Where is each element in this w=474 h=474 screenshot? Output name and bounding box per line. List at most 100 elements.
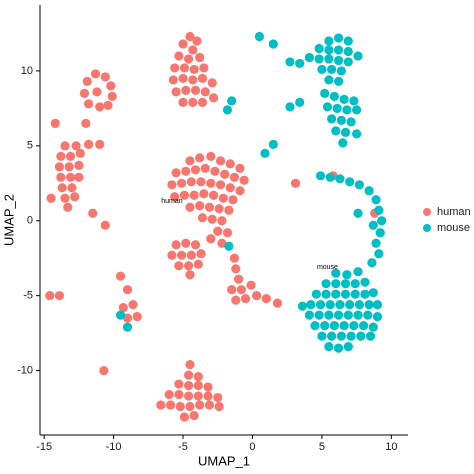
point xyxy=(207,214,217,224)
point xyxy=(333,55,344,66)
point xyxy=(335,300,345,310)
point xyxy=(314,310,324,320)
point xyxy=(304,52,315,63)
point xyxy=(217,238,227,248)
points xyxy=(45,31,387,422)
point xyxy=(189,410,199,421)
point xyxy=(185,270,195,280)
point xyxy=(193,371,203,382)
point xyxy=(196,177,206,187)
point xyxy=(115,271,126,281)
point xyxy=(210,166,220,176)
point xyxy=(364,186,374,196)
point xyxy=(343,57,353,67)
point xyxy=(353,208,363,218)
point xyxy=(365,331,376,341)
point xyxy=(179,190,190,200)
point xyxy=(246,280,256,290)
point xyxy=(340,289,351,299)
point xyxy=(322,102,333,112)
point xyxy=(185,156,195,166)
x-axis-title: UMAP_1 xyxy=(198,453,250,468)
point xyxy=(339,94,349,104)
point xyxy=(325,300,335,310)
point xyxy=(46,193,56,203)
point xyxy=(368,288,378,298)
point xyxy=(324,36,334,46)
point xyxy=(331,279,341,289)
point xyxy=(181,166,191,176)
point xyxy=(90,69,101,79)
point xyxy=(164,389,174,400)
y-axis-title: UMAP_2 xyxy=(1,194,16,246)
point xyxy=(335,174,345,184)
legend-label: human xyxy=(437,206,471,218)
point xyxy=(185,359,195,370)
point xyxy=(203,391,213,401)
point xyxy=(320,321,330,331)
point xyxy=(222,105,233,115)
point xyxy=(352,129,362,139)
point xyxy=(195,400,205,410)
point xyxy=(183,54,194,64)
point xyxy=(233,274,244,284)
y-tick-label: 5 xyxy=(27,140,33,152)
point xyxy=(374,205,384,215)
point xyxy=(65,172,76,182)
point xyxy=(195,153,205,163)
point xyxy=(207,78,217,88)
point xyxy=(377,216,387,226)
point xyxy=(227,96,237,106)
point xyxy=(132,312,142,322)
point xyxy=(285,102,295,112)
point xyxy=(199,63,209,73)
point xyxy=(92,87,102,97)
point xyxy=(71,141,81,151)
point xyxy=(106,81,116,91)
point xyxy=(196,249,206,259)
point xyxy=(183,380,194,391)
point xyxy=(214,401,224,412)
point xyxy=(317,331,327,341)
point xyxy=(204,400,215,410)
point xyxy=(188,97,198,107)
point xyxy=(311,289,321,299)
point xyxy=(349,321,359,331)
point xyxy=(327,331,337,341)
point xyxy=(183,370,194,380)
point xyxy=(179,63,190,73)
point xyxy=(336,66,346,76)
point xyxy=(235,186,245,196)
point xyxy=(231,295,241,305)
point xyxy=(350,279,360,289)
point xyxy=(290,178,301,188)
point xyxy=(107,91,117,101)
point xyxy=(178,97,188,107)
point xyxy=(200,87,210,97)
point xyxy=(331,289,341,299)
point xyxy=(170,192,180,202)
point xyxy=(336,331,346,341)
point xyxy=(325,172,335,182)
point xyxy=(195,52,205,63)
point xyxy=(353,310,363,320)
y-tick-label: -5 xyxy=(23,290,33,302)
point xyxy=(60,141,70,151)
annotation: human xyxy=(161,198,183,205)
point xyxy=(224,241,234,251)
point xyxy=(81,118,91,128)
point xyxy=(285,57,295,67)
point xyxy=(317,64,327,75)
point xyxy=(224,205,234,215)
point xyxy=(60,193,70,203)
point xyxy=(356,331,366,341)
point xyxy=(375,228,385,238)
point xyxy=(342,105,352,115)
point xyxy=(185,401,195,412)
point xyxy=(225,183,235,193)
point xyxy=(304,310,315,320)
point xyxy=(199,189,209,199)
point xyxy=(346,331,356,341)
point xyxy=(185,31,195,42)
point xyxy=(192,36,202,46)
